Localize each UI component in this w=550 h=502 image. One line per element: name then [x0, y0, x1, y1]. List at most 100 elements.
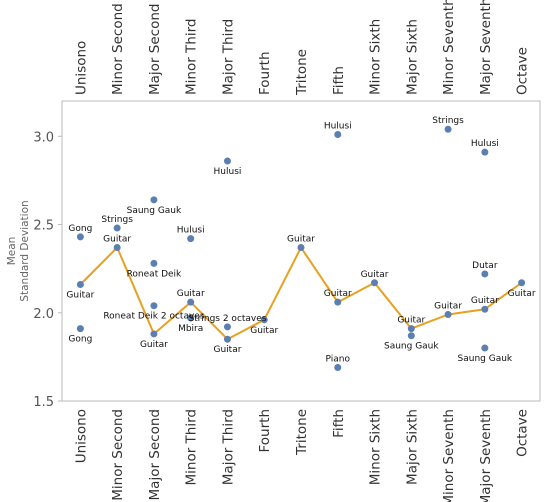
top-category-label: Unisono — [73, 41, 89, 95]
data-point — [444, 311, 452, 319]
data-point — [187, 298, 195, 306]
data-point — [223, 323, 231, 331]
bottom-category-label: Tritone — [294, 409, 310, 456]
data-point-label: Guitar — [250, 326, 278, 336]
top-category-label: Minor Third — [184, 19, 200, 96]
data-point-label: Roneat Deik — [127, 269, 182, 279]
plot-border — [61, 100, 541, 402]
data-point — [481, 344, 489, 352]
guitar-series-line — [79, 246, 523, 341]
data-point-label: Guitar — [471, 296, 499, 306]
data-point-label: Guitar — [508, 289, 536, 299]
data-point — [113, 243, 121, 251]
data-point-label: Dutar — [472, 261, 498, 271]
top-category-label: Major Second — [147, 4, 163, 95]
bottom-category-label: Minor Seventh — [441, 409, 457, 502]
data-point — [260, 316, 268, 324]
bottom-category-label: Fifth — [331, 409, 347, 438]
y-tick-label: 2.5 — [33, 219, 54, 234]
data-point — [371, 279, 379, 287]
bottom-category-label: Major Third — [220, 409, 236, 485]
data-point — [76, 233, 84, 241]
top-category-label: Tritone — [294, 49, 310, 96]
data-point — [150, 196, 158, 204]
bottom-category-label: Major Sixth — [404, 409, 420, 485]
data-point-label: Saung Gauk — [458, 354, 513, 364]
data-point-label: Roneat Deik 2 octaves — [103, 312, 204, 322]
data-point — [481, 305, 489, 313]
data-point — [223, 335, 231, 343]
data-point — [297, 243, 305, 251]
data-point — [407, 332, 415, 340]
y-tick-label: 3.0 — [33, 130, 54, 145]
data-point — [444, 125, 452, 133]
data-point — [481, 148, 489, 156]
data-point-label: Gong — [68, 335, 92, 345]
data-point — [334, 298, 342, 306]
data-point-label: Guitar — [140, 340, 168, 350]
data-point — [407, 325, 415, 333]
top-category-label: Major Seventh — [478, 0, 494, 95]
data-point — [150, 330, 158, 338]
bottom-category-label: Minor Sixth — [368, 409, 384, 485]
data-point-label: Mbira — [178, 324, 203, 334]
bottom-category-axis: Unisono Minor Second Major Second Minor Thi… — [73, 409, 530, 502]
data-point — [76, 281, 84, 289]
data-point — [187, 235, 195, 243]
data-point-label: Saung Gauk — [127, 206, 182, 216]
data-point-label: Guitar — [177, 289, 205, 299]
bottom-category-label: Fourth — [257, 409, 273, 453]
data-point — [518, 279, 526, 287]
data-point-label: Gong — [68, 224, 92, 234]
data-point-label: Guitar — [213, 345, 241, 355]
top-category-label: Fourth — [257, 52, 273, 96]
y-axis-title-line-1: Mean — [6, 237, 18, 266]
data-point-label: Saung Gauk — [384, 342, 439, 352]
data-point — [334, 363, 342, 371]
data-point-label: Guitar — [361, 270, 389, 280]
data-point-label: Strings — [432, 116, 464, 126]
y-tick-label: 2.0 — [33, 307, 54, 322]
top-category-label: Major Sixth — [404, 19, 420, 95]
data-point — [223, 157, 231, 165]
data-point — [334, 131, 342, 139]
bottom-category-label: Minor Second — [110, 409, 126, 501]
top-category-label: Minor Seventh — [441, 0, 457, 95]
data-point — [481, 270, 489, 278]
y-axis: 1.5 2.0 2.5 3.0 — [33, 130, 62, 410]
data-point — [150, 302, 158, 310]
data-point — [76, 325, 84, 333]
data-point-label: Guitar — [66, 291, 94, 301]
data-point-label: Guitar — [287, 234, 315, 244]
data-point-label: Strings 2 octaves — [188, 314, 266, 324]
data-point-label: Guitar — [397, 316, 425, 326]
top-category-label: Octave — [515, 47, 531, 95]
top-category-axis: Unisono Minor Second Major Second Minor Thi… — [73, 0, 530, 96]
data-point-label: Hulusi — [324, 122, 352, 132]
data-point-label: Guitar — [434, 302, 462, 312]
top-category-label: Minor Second — [110, 3, 126, 95]
y-axis-title-line-2: Standard Deviation — [19, 200, 31, 301]
data-point — [113, 224, 121, 232]
data-point — [150, 259, 158, 267]
bottom-category-label: Major Seventh — [478, 409, 494, 502]
bottom-category-label: Major Second — [147, 409, 163, 500]
top-category-label: Minor Sixth — [368, 19, 384, 95]
plot-frame — [61, 100, 541, 402]
bottom-category-label: Octave — [515, 409, 531, 457]
data-points — [76, 125, 526, 371]
data-point-label: Hulusi — [177, 226, 205, 236]
data-point-labels: Gong Guitar Gong Strings Guitar Saung Gauk Ron… — [66, 116, 535, 364]
top-category-label: Major Third — [220, 19, 236, 95]
series-line — [79, 246, 523, 341]
y-tick-label: 1.5 — [33, 395, 54, 410]
bottom-category-label: Unisono — [73, 409, 89, 463]
data-point-label: Guitar — [324, 289, 352, 299]
data-point-label: Guitar — [103, 234, 131, 244]
data-point-label: Hulusi — [471, 139, 499, 149]
data-point — [187, 314, 195, 322]
bottom-category-label: Minor Third — [184, 409, 200, 486]
top-category-label: Fifth — [331, 66, 347, 95]
data-point-label: Hulusi — [214, 167, 242, 177]
